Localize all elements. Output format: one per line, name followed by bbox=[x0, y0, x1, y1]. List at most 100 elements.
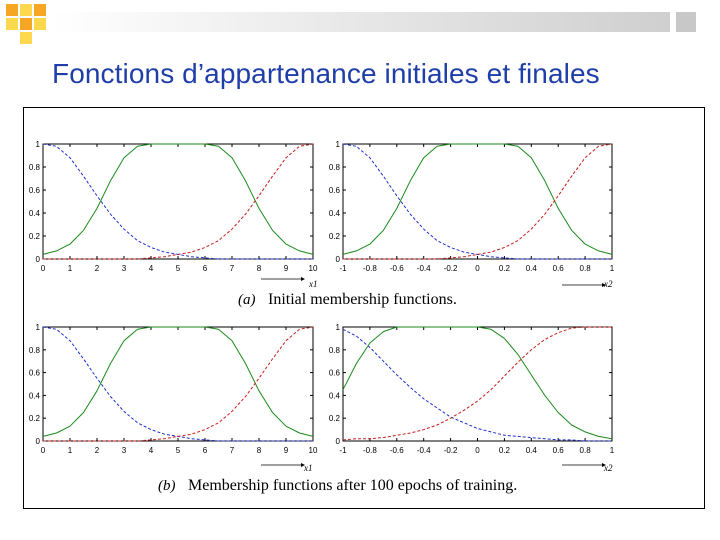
y-tick-label: 0.6 bbox=[329, 369, 341, 378]
y-tick-label: 0.2 bbox=[29, 232, 41, 241]
y-tick-label: 0.8 bbox=[29, 163, 41, 172]
x-tick-label: 0.2 bbox=[499, 264, 511, 273]
x-tick-label: 5 bbox=[176, 264, 181, 273]
y-tick-label: 0.6 bbox=[29, 369, 41, 378]
x-tick-label: 0 bbox=[41, 446, 46, 455]
x-tick-label: -0.8 bbox=[363, 446, 377, 455]
plot-panel-a-x1: 0 1 2 3 4 5 6 7 8 9 10 0 0.2 0.4 0.6 0.8 1 x1 bbox=[29, 140, 318, 289]
x-tick-label: 3 bbox=[122, 264, 127, 273]
y-tick-label: 0 bbox=[36, 437, 41, 446]
x-tick-label: 1 bbox=[68, 446, 73, 455]
x-tick-label: -0.6 bbox=[390, 446, 404, 455]
plot-panel-b-x1: 0 1 2 3 4 5 6 7 8 9 10 0 0.2 0.4 0.6 0.8 1 x1 bbox=[29, 323, 318, 473]
header-gray-square bbox=[676, 12, 696, 32]
x-tick-label: 5 bbox=[176, 446, 181, 455]
x-tick-label: 8 bbox=[257, 264, 262, 273]
x-tick-label: -0.2 bbox=[444, 446, 458, 455]
x-tick-label: 7 bbox=[230, 446, 235, 455]
x-tick-label: 1 bbox=[610, 446, 615, 455]
x-tick-label: 1 bbox=[68, 264, 73, 273]
y-tick-label: 1 bbox=[36, 323, 41, 332]
y-tick-label: 0.8 bbox=[329, 163, 341, 172]
x-tick-label: 3 bbox=[122, 446, 127, 455]
x-tick-label: 0.2 bbox=[499, 446, 511, 455]
x-tick-label: 6 bbox=[203, 264, 208, 273]
x-tick-label: 9 bbox=[284, 264, 289, 273]
plot-frame bbox=[342, 326, 613, 442]
series-line-large bbox=[343, 143, 613, 260]
series-line-medium bbox=[42, 326, 314, 437]
y-tick-label: 0.4 bbox=[29, 391, 41, 400]
caption-b-label: (b) bbox=[158, 478, 176, 494]
axis-arrowhead bbox=[602, 283, 606, 287]
deco-square bbox=[6, 4, 18, 16]
x-tick-label: 10 bbox=[309, 446, 318, 455]
plot-frame bbox=[42, 143, 314, 260]
deco-square bbox=[34, 18, 46, 30]
y-tick-label: 0.6 bbox=[329, 186, 341, 195]
x-tick-label: 2 bbox=[95, 264, 100, 273]
plot-panel-a-x2: -1 -0.8 -0.6 -0.4 -0.2 0 0.2 0.4 0.6 0.8 1 0 0.2 0.4 0… bbox=[329, 140, 615, 289]
x-tick-label: 6 bbox=[203, 446, 208, 455]
x-tick-label: 4 bbox=[149, 446, 154, 455]
figure-frame bbox=[23, 107, 705, 509]
series-line-small bbox=[42, 143, 313, 260]
y-tick-label: 0.8 bbox=[29, 346, 41, 355]
x-tick-label: -0.4 bbox=[417, 446, 431, 455]
x-tick-label: 0 bbox=[475, 264, 480, 273]
y-tick-label: 1 bbox=[336, 323, 341, 332]
x-tick-label: -0.8 bbox=[363, 264, 377, 273]
plot-panel-b-x2: -1 -0.8 -0.6 -0.4 -0.2 0 0.2 0.4 0.6 0.8 1 0 0.2 0.4 0… bbox=[329, 323, 615, 473]
caption-a-label: (a) bbox=[238, 292, 256, 308]
y-tick-label: 1 bbox=[336, 140, 341, 149]
axis-arrowhead bbox=[301, 463, 305, 467]
caption-b-text: Membership functions after 100 epochs of… bbox=[188, 477, 517, 494]
series-line-medium bbox=[42, 143, 314, 255]
y-tick-label: 0.4 bbox=[29, 209, 41, 218]
x-tick-label: -0.4 bbox=[417, 264, 431, 273]
series-line-medium bbox=[342, 326, 613, 440]
x-axis-label: x1 bbox=[303, 463, 313, 473]
series-line-small bbox=[42, 326, 313, 442]
y-tick-label: 0.6 bbox=[29, 186, 41, 195]
x-tick-label: 0.6 bbox=[553, 264, 565, 273]
x-tick-label: -1 bbox=[339, 446, 347, 455]
x-tick-label: 0 bbox=[475, 446, 480, 455]
caption-a-text: Initial membership functions. bbox=[268, 291, 457, 308]
x-tick-label: 0.4 bbox=[526, 264, 538, 273]
series-line-large bbox=[43, 143, 314, 260]
series-line-large bbox=[342, 326, 612, 441]
x-axis-label: x2 bbox=[603, 279, 613, 289]
plot-frame bbox=[342, 143, 613, 260]
series-line-large bbox=[43, 326, 314, 442]
x-tick-label: 0.8 bbox=[580, 264, 592, 273]
x-tick-label: 7 bbox=[230, 264, 235, 273]
axis-arrowhead bbox=[602, 463, 606, 467]
x-tick-label: 2 bbox=[95, 446, 100, 455]
x-tick-label: 1 bbox=[610, 264, 615, 273]
x-tick-label: -1 bbox=[339, 264, 347, 273]
y-tick-label: 0.4 bbox=[329, 391, 341, 400]
deco-square bbox=[20, 4, 32, 16]
x-tick-label: -0.6 bbox=[390, 264, 404, 273]
series-line-small bbox=[342, 143, 612, 260]
y-tick-label: 0.2 bbox=[329, 414, 341, 423]
x-tick-label: 0.6 bbox=[553, 446, 565, 455]
y-tick-label: 1 bbox=[36, 140, 41, 149]
x-tick-label: 9 bbox=[284, 446, 289, 455]
deco-square bbox=[20, 18, 32, 30]
y-tick-label: 0 bbox=[36, 255, 41, 264]
y-tick-label: 0.2 bbox=[329, 232, 341, 241]
series-line-medium bbox=[342, 143, 613, 255]
y-tick-label: 0.8 bbox=[329, 346, 341, 355]
plot-frame bbox=[42, 326, 314, 442]
x-tick-label: 4 bbox=[149, 264, 154, 273]
corner-decoration bbox=[0, 0, 56, 48]
y-tick-label: 0 bbox=[336, 255, 341, 264]
x-tick-label: -0.2 bbox=[444, 264, 458, 273]
x-axis-label: x2 bbox=[603, 463, 613, 473]
slide-title: Fonctions d’appartenance initiales et fi… bbox=[52, 58, 600, 89]
y-tick-label: 0 bbox=[336, 437, 341, 446]
deco-square bbox=[20, 32, 32, 44]
